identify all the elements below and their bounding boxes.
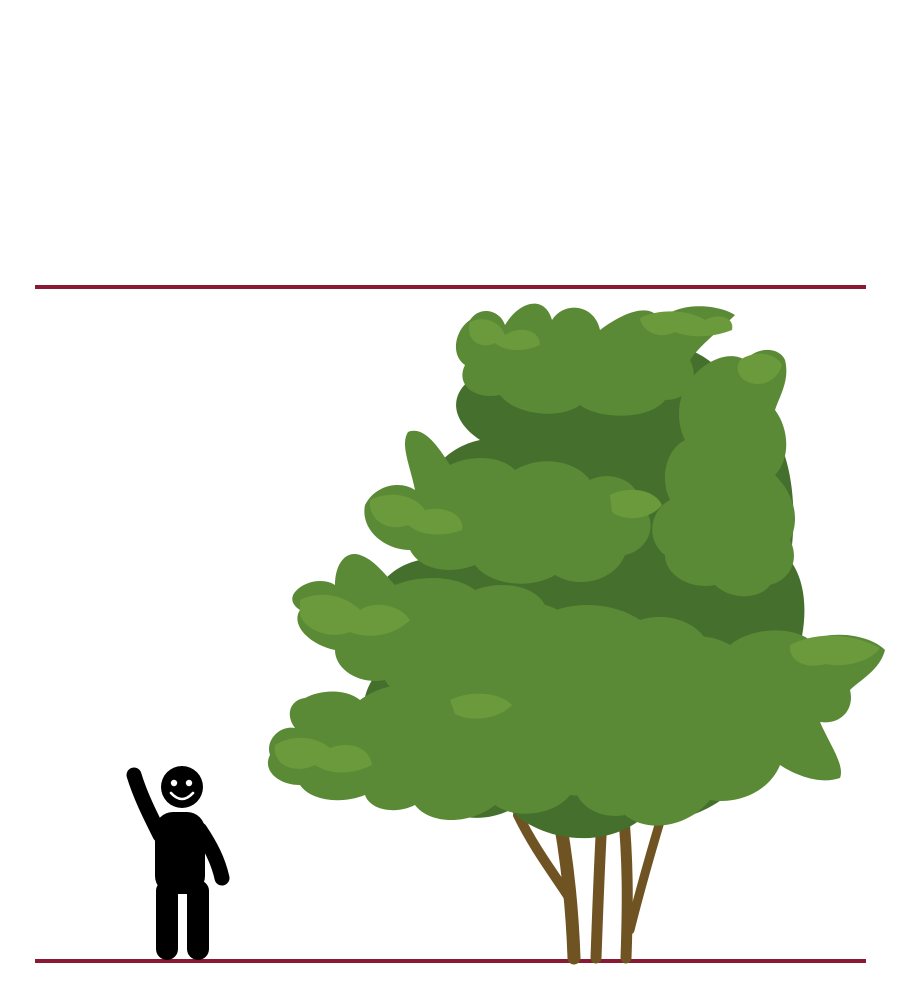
- person-right-eye: [185, 779, 193, 787]
- person-head: [161, 766, 203, 808]
- tree-foliage-body: [267, 303, 885, 826]
- tree-foliage-highlights: [274, 311, 880, 773]
- person-left-eye: [170, 779, 178, 787]
- person-smile: [169, 791, 195, 801]
- waving-person-icon: [126, 766, 230, 960]
- multi-stem-tree-icon: [267, 303, 885, 965]
- tree-trunks: [513, 793, 667, 965]
- person-torso: [155, 812, 205, 894]
- person-right-leg: [187, 880, 209, 960]
- person-left-leg: [156, 880, 178, 960]
